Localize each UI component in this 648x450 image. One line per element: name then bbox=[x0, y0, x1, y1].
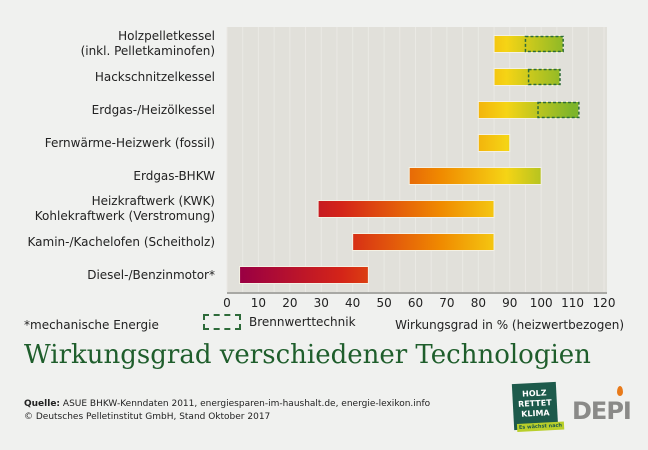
category-label-line: Kamin-/Kachelofen (Scheitholz) bbox=[27, 234, 216, 249]
legend-label: Brennwerttechnik bbox=[249, 315, 356, 329]
chart-plot bbox=[226, 27, 607, 294]
footnote: *mechanische Energie bbox=[24, 318, 159, 332]
x-tick-label: 90 bbox=[502, 296, 518, 310]
category-label: Hackschnitzelkessel bbox=[95, 70, 215, 85]
x-tick-label: 40 bbox=[345, 296, 361, 310]
x-tick-label: 50 bbox=[376, 296, 392, 310]
bar-brennwert-dashed bbox=[524, 35, 564, 53]
source-label: Quelle: bbox=[24, 399, 61, 409]
source-list: ASUE BHKW-Kenndaten 2011, energiesparen-… bbox=[60, 399, 431, 409]
x-tick-label: 80 bbox=[470, 296, 486, 310]
category-label-line: Erdgas-BHKW bbox=[133, 168, 215, 183]
source-text: Quelle: ASUE BHKW-Kenndaten 2011, energi… bbox=[24, 398, 430, 424]
bar-range bbox=[493, 35, 564, 53]
bar-range bbox=[352, 233, 495, 251]
category-label-line: (inkl. Pelletkaminofen) bbox=[80, 44, 215, 58]
category-label-line: Kohlekraftwerk (Verstromung) bbox=[34, 209, 215, 223]
copyright: © Deutsches Pelletinstitut GmbH, Stand O… bbox=[24, 412, 271, 422]
category-label-line: Fernwärme-Heizwerk (fossil) bbox=[44, 135, 215, 150]
plot-background bbox=[227, 27, 607, 292]
bar-range bbox=[317, 200, 495, 218]
legend: Brennwerttechnik bbox=[203, 314, 356, 330]
category-label-line: Heizkraftwerk (KWK) bbox=[91, 194, 215, 208]
x-axis-label: Wirkungsgrad in % (heizwertbezogen) bbox=[395, 318, 624, 332]
x-tick-label: 60 bbox=[407, 296, 424, 310]
category-label: Holzpelletkessel (inkl. Pelletkaminofen) bbox=[81, 29, 215, 59]
bar-range bbox=[408, 167, 542, 185]
category-label: Kamin-/Kachelofen (Scheitholz) bbox=[28, 235, 216, 250]
category-label: Heizkraftwerk (KWK) Kohlekraftwerk (Verst… bbox=[35, 194, 215, 224]
flame-icon bbox=[617, 386, 623, 396]
category-label-line: Diesel-/Benzinmotor* bbox=[87, 267, 215, 282]
bar-range bbox=[477, 134, 511, 152]
depi-logo: DEPI bbox=[572, 397, 632, 425]
category-label: Erdgas-BHKW bbox=[133, 169, 215, 184]
x-tick-label: 100 bbox=[529, 296, 553, 310]
bar-range bbox=[493, 68, 561, 86]
category-label: Erdgas-/Heizölkessel bbox=[92, 103, 215, 118]
category-label-line: Erdgas-/Heizölkessel bbox=[91, 102, 215, 117]
chart-title: Wirkungsgrad verschiedener Technologien bbox=[24, 340, 591, 370]
x-tick-label: 110 bbox=[561, 296, 585, 310]
bar-range bbox=[239, 266, 369, 284]
x-tick-label: 0 bbox=[223, 296, 231, 310]
category-label-line: Hackschnitzelkessel bbox=[94, 69, 215, 84]
x-tick-label: 120 bbox=[592, 296, 616, 310]
holz-rettet-klima-logo: HOLZ RETTET KLIMA Es wächst nach bbox=[511, 381, 565, 432]
x-tick-label: 10 bbox=[250, 296, 267, 310]
bar-brennwert-dashed bbox=[527, 68, 561, 86]
x-tick-label: 70 bbox=[439, 296, 455, 310]
category-label: Fernwärme-Heizwerk (fossil) bbox=[45, 136, 215, 151]
legend-dashed-box-icon bbox=[203, 314, 241, 330]
category-label-line: Holzpelletkessel bbox=[118, 29, 215, 43]
category-label: Diesel-/Benzinmotor* bbox=[87, 268, 215, 283]
bar-range bbox=[477, 101, 580, 119]
x-tick-label: 20 bbox=[282, 296, 298, 310]
bar-brennwert-dashed bbox=[537, 101, 580, 119]
x-tick-label: 30 bbox=[313, 296, 329, 310]
